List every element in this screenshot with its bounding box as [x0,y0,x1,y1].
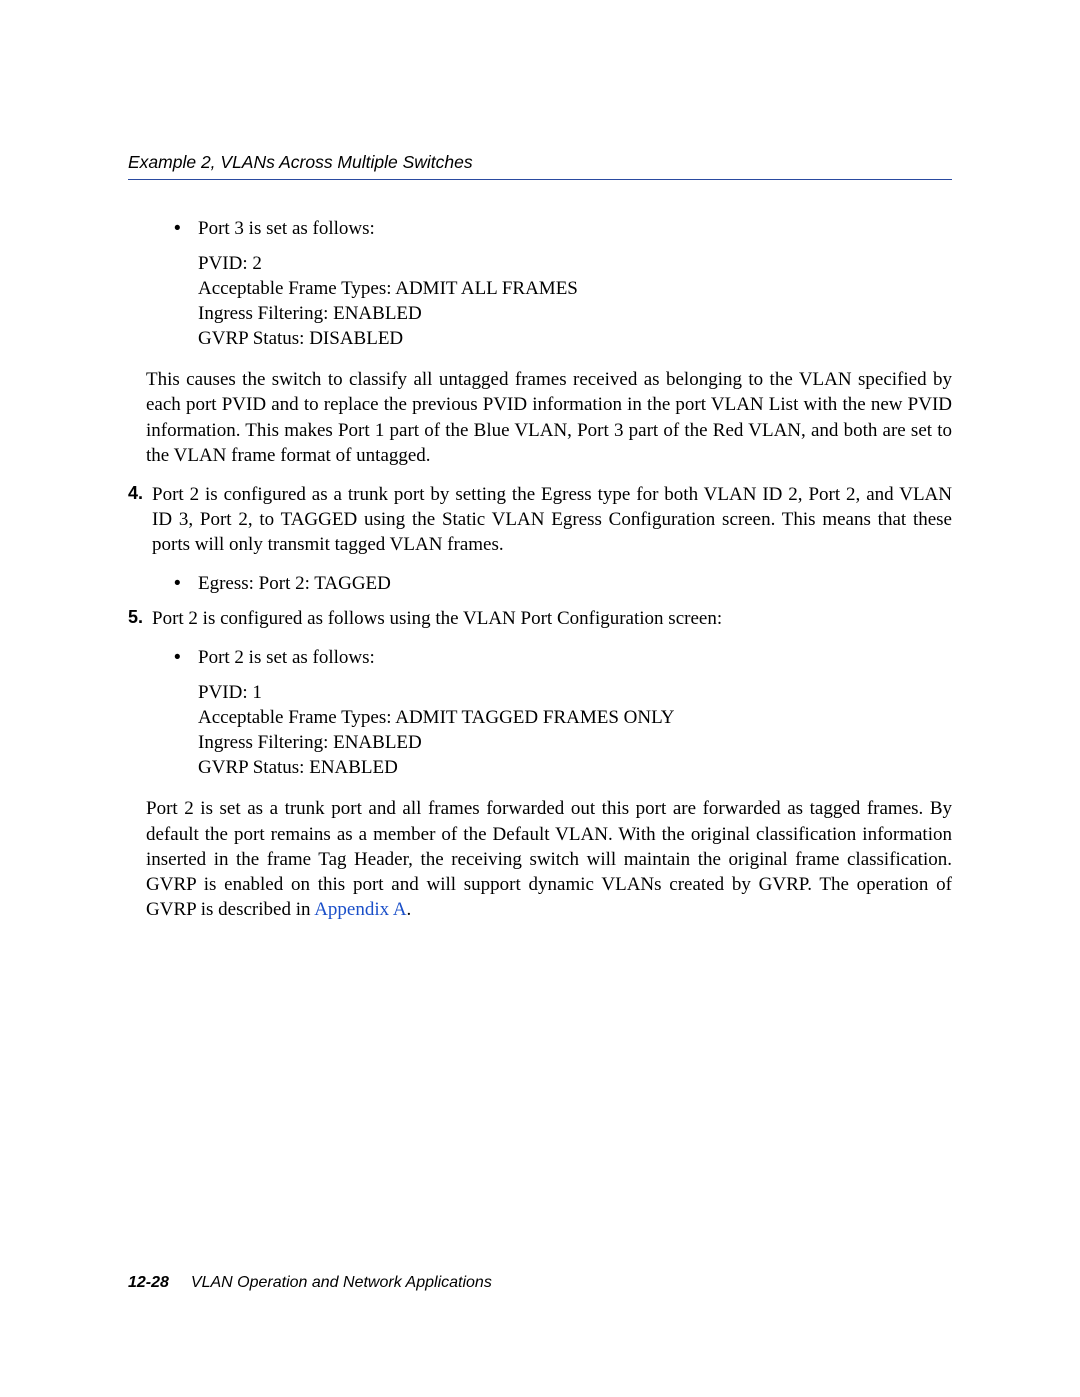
config-line: PVID: 1 [198,680,952,705]
step-text: Port 2 is configured as a trunk port by … [152,482,952,557]
config-line: Acceptable Frame Types: ADMIT ALL FRAMES [198,276,952,301]
config-line: Ingress Filtering: ENABLED [198,730,952,755]
appendix-link[interactable]: Appendix A [314,899,406,920]
bullet-text: Port 3 is set as follows: [198,216,952,241]
config-block-port2: PVID: 1 Acceptable Frame Types: ADMIT TA… [198,680,952,780]
paragraph-text: . [407,899,412,920]
page-number: 12-28 [128,1274,169,1291]
config-line: GVRP Status: ENABLED [198,755,952,780]
paragraph: Port 2 is set as a trunk port and all fr… [146,796,952,921]
step-number: 4. [128,482,152,557]
step-item: 5. Port 2 is configured as follows using… [128,606,952,631]
step-text: Port 2 is configured as follows using th… [152,606,952,631]
paragraph: This causes the switch to classify all u… [146,367,952,467]
step-number: 5. [128,606,152,631]
config-line: Acceptable Frame Types: ADMIT TAGGED FRA… [198,705,952,730]
config-block-port3: PVID: 2 Acceptable Frame Types: ADMIT AL… [198,251,952,351]
bullet-marker: • [174,216,198,241]
bullet-marker: • [174,571,198,596]
config-line: PVID: 2 [198,251,952,276]
bullet-text: Port 2 is set as follows: [198,645,952,670]
page-footer: 12-28 VLAN Operation and Network Applicat… [128,1274,492,1292]
step-item: 4. Port 2 is configured as a trunk port … [128,482,952,557]
config-line: GVRP Status: DISABLED [198,326,952,351]
config-line: Ingress Filtering: ENABLED [198,301,952,326]
bullet-marker: • [174,645,198,670]
bullet-text: Egress: Port 2: TAGGED [198,571,952,596]
bullet-item: • Port 3 is set as follows: [174,216,952,241]
body-content: • Port 3 is set as follows: PVID: 2 Acce… [128,216,952,922]
bullet-item: • Port 2 is set as follows: [174,645,952,670]
paragraph-text: Port 2 is set as a trunk port and all fr… [146,798,952,919]
bullet-item: • Egress: Port 2: TAGGED [174,571,952,596]
running-header: Example 2, VLANs Across Multiple Switche… [128,152,952,180]
footer-title: VLAN Operation and Network Applications [191,1274,492,1291]
